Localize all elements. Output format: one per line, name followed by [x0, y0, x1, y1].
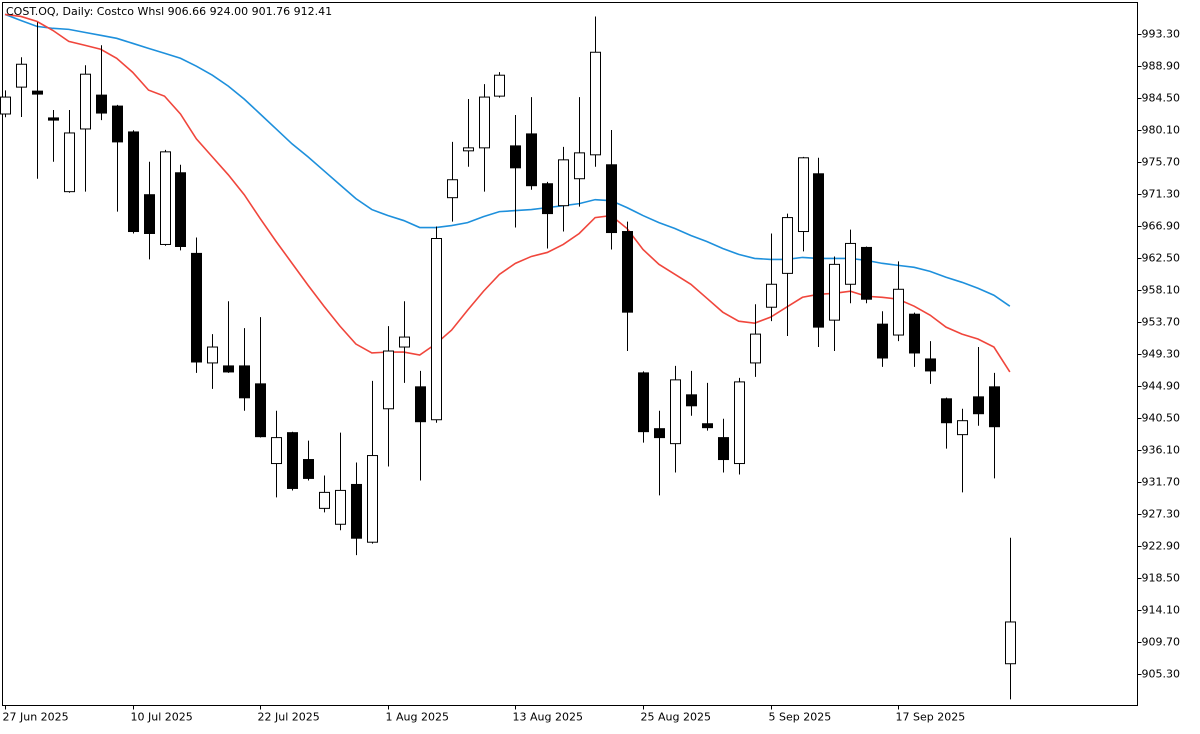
candle-body	[510, 145, 521, 169]
candle-body	[479, 96, 490, 149]
candle-body	[798, 157, 809, 233]
y-tick-label: 944.90	[1142, 380, 1181, 393]
candle-body	[415, 386, 426, 423]
candle-body	[223, 365, 234, 373]
x-tick-label: 5 Sep 2025	[769, 711, 832, 724]
candle-body	[287, 432, 298, 489]
candle-body	[574, 152, 585, 180]
candle-body	[271, 437, 282, 465]
x-tick-label: 17 Sep 2025	[896, 711, 966, 724]
candle-body	[718, 437, 729, 461]
candle-body	[558, 159, 569, 207]
x-tick-label: 22 Jul 2025	[258, 711, 320, 724]
y-tick-label: 966.90	[1142, 220, 1181, 233]
y-tick-label: 931.70	[1142, 476, 1181, 489]
y-tick-label: 958.10	[1142, 284, 1181, 297]
candle-body	[96, 94, 107, 114]
candle-body	[877, 323, 888, 359]
y-tick-label: 914.10	[1142, 604, 1181, 617]
candle-body	[319, 491, 330, 509]
y-tick-label: 927.30	[1142, 508, 1181, 521]
candle-body	[750, 333, 761, 364]
y-tick-label: 909.70	[1142, 636, 1181, 649]
candle-body	[590, 51, 601, 156]
y-tick-label: 993.30	[1142, 28, 1181, 41]
y-tick-label: 975.70	[1142, 156, 1181, 169]
x-tick-label: 25 Aug 2025	[641, 711, 711, 724]
y-tick-label: 953.70	[1142, 316, 1181, 329]
candle-body	[144, 194, 155, 234]
candle-body	[494, 74, 505, 97]
candle-body	[606, 164, 617, 234]
candles	[0, 13, 1016, 700]
candle-body	[80, 73, 91, 130]
candle-body	[654, 428, 665, 439]
x-tick-label: 27 Jun 2025	[3, 711, 69, 724]
candle-body	[431, 238, 442, 421]
candle-body	[160, 151, 171, 245]
candle-body	[670, 379, 681, 445]
y-tick-label: 940.50	[1142, 412, 1181, 425]
candle-body	[542, 183, 553, 215]
candle-body	[1005, 621, 1016, 665]
candle-body	[941, 398, 952, 424]
candle-body	[638, 372, 649, 433]
candle-body	[463, 147, 474, 152]
candle-body	[48, 117, 59, 121]
candle-body	[239, 365, 250, 399]
candle-body	[925, 358, 936, 372]
chart-title: COST.OQ, Daily: Costco Whsl 906.66 924.0…	[6, 5, 332, 18]
candle-body	[64, 132, 75, 193]
candle-body	[351, 483, 362, 539]
candle-body	[686, 394, 697, 407]
candle-body	[128, 131, 139, 233]
candle-body	[335, 489, 346, 525]
candle-body	[766, 283, 777, 308]
candle-body	[893, 288, 904, 336]
candle-body	[813, 173, 824, 328]
y-tick-label: 984.50	[1142, 92, 1181, 105]
candle-body	[383, 350, 394, 410]
y-tick-label: 949.30	[1142, 348, 1181, 361]
candle-body	[191, 252, 202, 363]
candle-body	[861, 246, 872, 300]
y-tick-label: 962.50	[1142, 252, 1181, 265]
y-tick-label: 936.10	[1142, 444, 1181, 457]
candle-body	[367, 455, 378, 543]
candle-body	[447, 179, 458, 199]
candle-body	[845, 242, 856, 285]
candle-body	[829, 263, 840, 321]
y-tick-label: 971.30	[1142, 188, 1181, 201]
y-tick-label: 918.50	[1142, 572, 1181, 585]
y-tick-label: 988.90	[1142, 60, 1181, 73]
x-tick-label: 1 Aug 2025	[386, 711, 449, 724]
candle-body	[734, 381, 745, 465]
moving-average-line	[4, 13, 1011, 373]
candle-body	[702, 423, 713, 429]
candle-body	[32, 90, 43, 95]
candle-body	[989, 386, 1000, 428]
candle-body	[255, 383, 266, 438]
x-tick-label: 10 Jul 2025	[131, 711, 193, 724]
x-tick-label: 13 Aug 2025	[513, 711, 583, 724]
candle-body	[399, 336, 410, 348]
candle-body	[207, 346, 218, 364]
candle-body	[112, 105, 123, 143]
candle-body	[526, 133, 537, 187]
candle-body	[0, 96, 11, 115]
candle-body	[175, 172, 186, 247]
candle-body	[16, 63, 27, 88]
candle-body	[909, 313, 920, 354]
y-tick-label: 905.30	[1142, 668, 1181, 681]
y-tick-label: 922.90	[1142, 540, 1181, 553]
candle-body	[973, 396, 984, 415]
y-tick-label: 980.10	[1142, 124, 1181, 137]
moving-average-line	[4, 13, 1011, 307]
candle-body	[622, 231, 633, 313]
candle-body	[303, 459, 314, 479]
candle-body	[782, 217, 793, 274]
candle-body	[957, 420, 968, 436]
